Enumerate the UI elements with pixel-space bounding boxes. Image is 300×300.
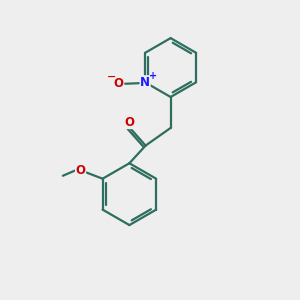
Text: O: O [76,164,85,177]
Text: O: O [114,77,124,90]
Text: O: O [124,116,134,128]
Text: N: N [140,76,150,89]
Text: +: + [149,71,158,81]
Text: −: − [106,71,116,81]
